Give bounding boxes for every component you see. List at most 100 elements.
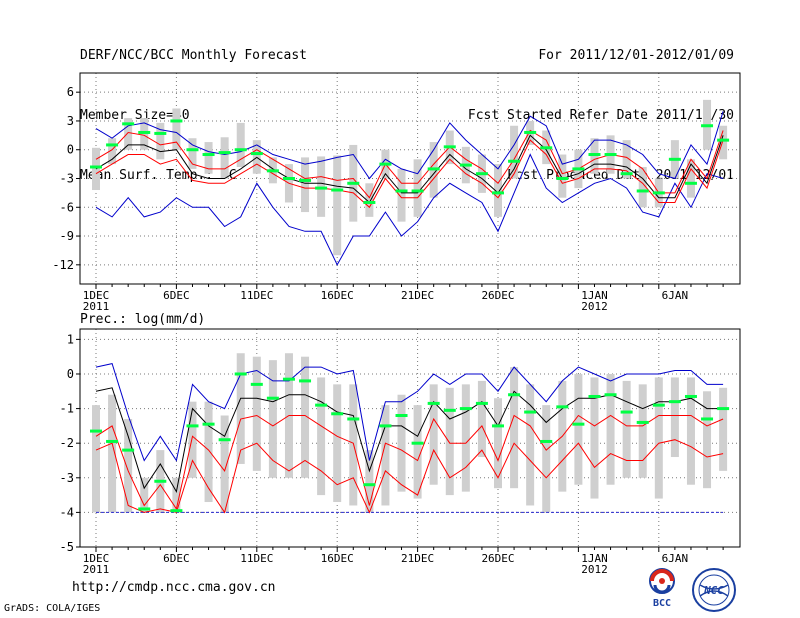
temp-box-20: [397, 168, 406, 222]
prec-ytick-label: 0: [67, 367, 74, 381]
prec-box-29: [542, 405, 551, 513]
prec-mean-34: [620, 410, 633, 414]
temp-mean-24: [459, 163, 472, 167]
prec-xtick-label: 1JAN: [581, 552, 608, 565]
temp-mean-5: [154, 131, 167, 135]
prec-box-24: [461, 384, 470, 492]
temp-xtick-label: 11DEC: [240, 289, 273, 302]
temp-mean-22: [427, 167, 440, 171]
prec-box-18: [365, 450, 374, 513]
prec-mean-29: [540, 439, 553, 443]
prec-box-7: [188, 401, 197, 478]
temp-box-38: [686, 159, 695, 198]
temp-mean-13: [282, 177, 295, 180]
prec-mean-25: [475, 401, 488, 405]
temp-xtick-label: 6JAN: [662, 289, 689, 302]
prec-ytick-label: -5: [60, 540, 74, 554]
prec-mean-16: [331, 412, 344, 416]
prec-mean-14: [299, 379, 312, 383]
temp-box-21: [413, 159, 422, 217]
temp-box-3: [124, 118, 133, 150]
prec-mean-9: [218, 438, 231, 442]
prec-mean-35: [636, 420, 649, 424]
prec-mean-36: [652, 403, 665, 407]
temp-mean-38: [684, 181, 697, 185]
prec-mean-23: [443, 408, 456, 412]
temp-xtick-label: 1DEC: [83, 289, 110, 302]
temp-box-34: [622, 140, 631, 179]
prec-frame: [79, 328, 741, 548]
prec-box-16: [333, 384, 342, 503]
prec-box-20: [397, 394, 406, 492]
prec-xtick-year: 2012: [581, 563, 608, 576]
temp-box-14: [301, 157, 310, 213]
prec-xtick-label: 26DEC: [481, 552, 514, 565]
temp-ytick-label: 3: [67, 114, 74, 128]
prec-box-9: [220, 415, 229, 513]
prec-xtick-label: 6DEC: [163, 552, 190, 565]
prec-mean-4: [138, 507, 151, 511]
temp-line-lower: [95, 139, 724, 209]
temp-box-2: [108, 138, 117, 165]
temp-mean-14: [299, 178, 312, 182]
prec-mean-11: [250, 382, 263, 386]
temp-line-min: [95, 153, 724, 266]
prec-xtick-label: 6JAN: [662, 552, 689, 565]
temp-mean-29: [540, 146, 553, 150]
temp-mean-9: [218, 151, 231, 155]
prec-xtick-label: 21DEC: [401, 552, 434, 565]
prec-box-12: [268, 360, 277, 478]
temp-mean-8: [202, 153, 215, 157]
temp-mean-32: [588, 153, 601, 157]
temp-mean-37: [668, 157, 681, 161]
prec-mean-20: [395, 414, 408, 418]
temp-mean-16: [331, 188, 344, 192]
temp-ytick-label: -6: [60, 200, 74, 214]
temp-mean-35: [636, 189, 649, 193]
temp-mean-19: [379, 162, 392, 166]
prec-box-38: [686, 377, 695, 485]
prec-xtick-label: 11DEC: [240, 552, 273, 565]
temp-mean-4: [138, 130, 151, 134]
temp-xtick-label: 6DEC: [163, 289, 190, 302]
prec-box-26: [494, 398, 502, 489]
prec-mean-32: [588, 394, 601, 398]
prec-box-40: [719, 387, 728, 471]
prec-box-33: [606, 373, 615, 485]
temp-xtick-year: 2012: [581, 300, 608, 313]
prec-box-1: [92, 405, 100, 513]
prec-ytick-label: -1: [60, 402, 74, 416]
temp-mean-31: [572, 167, 585, 171]
prec-box-34: [622, 380, 631, 478]
prec-box-27: [510, 367, 519, 489]
prec-mean-8: [202, 422, 215, 426]
temp-ytick-label: -9: [60, 229, 74, 243]
temp-mean-6: [170, 119, 183, 123]
prec-mean-1: [90, 429, 102, 433]
footer-url[interactable]: http://cmdp.ncc.cma.gov.cn: [72, 580, 276, 595]
temp-box-30: [558, 154, 567, 198]
prec-xtick-label: 16DEC: [321, 552, 354, 565]
prec-box-15: [317, 377, 326, 496]
prec-box-11: [252, 356, 261, 471]
prec-mean-5: [154, 479, 167, 483]
prec-mean-10: [234, 372, 247, 376]
prec-mean-19: [379, 424, 392, 428]
prec-mean-3: [122, 448, 135, 452]
prec-mean-40: [717, 407, 730, 411]
temp-ytick-label: -12: [52, 258, 74, 272]
prec-box-4: [140, 477, 149, 513]
temp-mean-33: [604, 153, 617, 157]
temp-mean-18: [363, 200, 376, 204]
prec-box-28: [526, 384, 535, 506]
prec-mean-2: [106, 439, 119, 443]
prec-ytick-label: -2: [60, 436, 74, 450]
prec-mean-12: [266, 396, 279, 400]
temp-ytick-label: 0: [67, 143, 74, 157]
prec-ytick-label: -3: [60, 471, 74, 485]
prec-box-2: [108, 394, 117, 513]
temp-mean-1: [90, 165, 102, 169]
temp-mean-27: [508, 159, 521, 163]
